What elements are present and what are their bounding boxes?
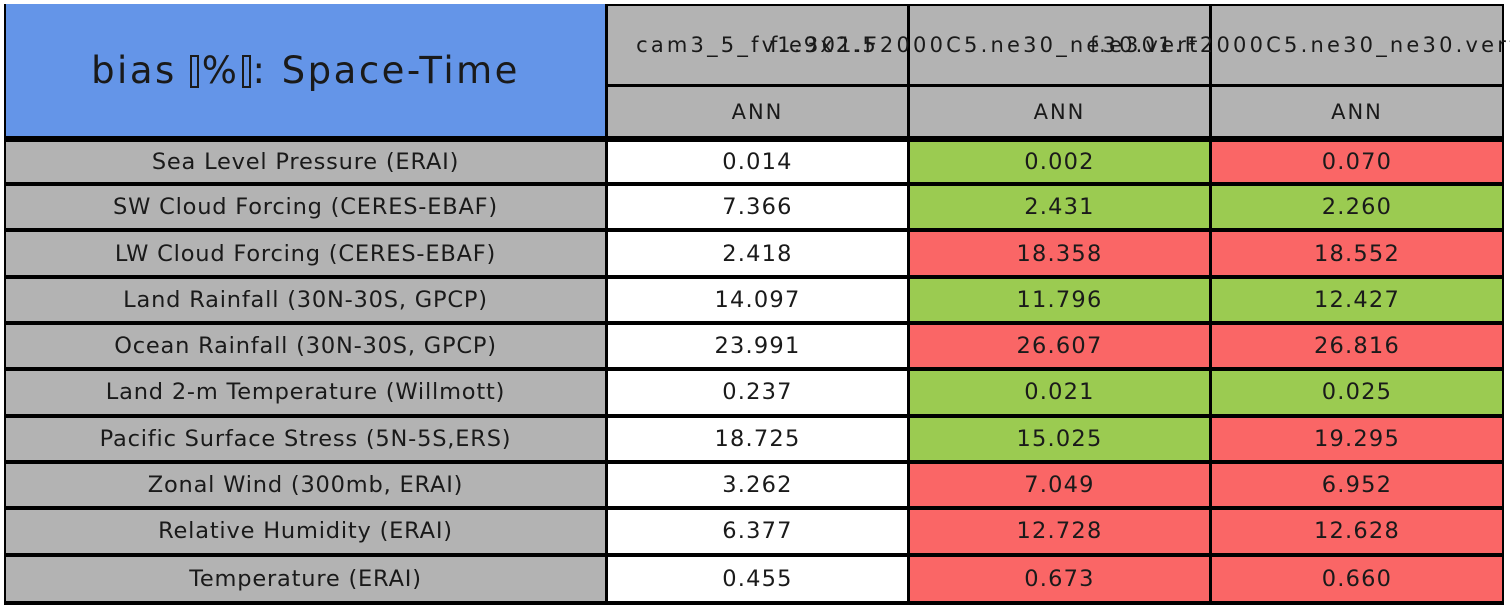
- row-label: Zonal Wind (300mb, ERAI): [4, 459, 605, 507]
- column-header-case-1: cam3_5_fv1.9x2.5: [605, 4, 907, 84]
- value-cell: 2.431: [907, 182, 1209, 229]
- row-label: Pacific Surface Stress (5N-5S,ERS): [4, 413, 605, 460]
- row-label: Temperature (ERAI): [4, 552, 605, 605]
- open-bracket-glyph: [189, 54, 199, 88]
- value-cell: 0.455: [605, 552, 907, 605]
- table-row: Zonal Wind (300mb, ERAI) 3.262 7.049 6.9…: [4, 459, 1504, 507]
- close-bracket-glyph: [242, 54, 252, 88]
- value-cell: 19.295: [1209, 413, 1504, 460]
- value-cell: 0.021: [907, 367, 1209, 414]
- value-cell: 26.607: [907, 321, 1209, 368]
- table-title-cell: bias% : Space-Time: [4, 4, 605, 142]
- bias-space-time-table: bias% : Space-Time cam3_5_fv1.9x2.5 f.e30…: [4, 4, 1510, 605]
- value-cell: 0.660: [1209, 552, 1504, 605]
- value-cell: 18.725: [605, 413, 907, 460]
- table-row: Ocean Rainfall (30N-30S, GPCP) 23.991 26…: [4, 321, 1504, 368]
- case-name-1: cam3_5_fv1.9x2.5: [636, 33, 879, 57]
- row-label: SW Cloud Forcing (CERES-EBAF): [4, 182, 605, 229]
- table-row: Pacific Surface Stress (5N-5S,ERS) 18.72…: [4, 413, 1504, 460]
- value-cell: 0.070: [1209, 142, 1504, 183]
- value-cell: 12.628: [1209, 506, 1504, 553]
- row-label: LW Cloud Forcing (CERES-EBAF): [4, 228, 605, 275]
- table-row: Relative Humidity (ERAI) 6.377 12.728 12…: [4, 506, 1504, 553]
- value-cell: 0.014: [605, 142, 907, 183]
- table-row: Land 2-m Temperature (Willmott) 0.237 0.…: [4, 367, 1504, 414]
- value-cell: 12.728: [907, 506, 1209, 553]
- value-cell: 15.025: [907, 413, 1209, 460]
- season-header-3: ANN: [1209, 84, 1504, 142]
- row-label: Land Rainfall (30N-30S, GPCP): [4, 274, 605, 322]
- case-name-2: f.e301.F2000C5.ne30_ne30.vert: [770, 33, 1201, 57]
- table-row: LW Cloud Forcing (CERES-EBAF) 2.418 18.3…: [4, 228, 1504, 275]
- table-title: bias% : Space-Time: [91, 49, 520, 92]
- value-cell: 3.262: [605, 459, 907, 507]
- value-cell: 0.002: [907, 142, 1209, 183]
- value-cell: 0.025: [1209, 367, 1504, 414]
- value-cell: 2.260: [1209, 182, 1504, 229]
- season-header-2: ANN: [907, 84, 1209, 142]
- value-cell: 12.427: [1209, 274, 1504, 322]
- row-label: Land 2-m Temperature (Willmott): [4, 367, 605, 414]
- column-header-case-3: f.e301.F2000C5.ne30_ne30.vert-: [1090, 4, 1510, 84]
- column-header-case-2: f.e301.F2000C5.ne30_ne30.vert: [770, 4, 1209, 84]
- value-cell: 23.991: [605, 321, 907, 368]
- row-label: Sea Level Pressure (ERAI): [4, 142, 605, 183]
- value-cell: 14.097: [605, 274, 907, 322]
- value-cell: 26.816: [1209, 321, 1504, 368]
- value-cell: 2.418: [605, 228, 907, 275]
- row-label: Ocean Rainfall (30N-30S, GPCP): [4, 321, 605, 368]
- season-header-1: ANN: [605, 84, 907, 142]
- title-suffix: : Space-Time: [252, 48, 520, 92]
- value-cell: 6.952: [1209, 459, 1504, 507]
- case-name-3: f.e301.F2000C5.ne30_ne30.vert-: [1090, 33, 1510, 57]
- value-cell: 0.673: [907, 552, 1209, 605]
- value-cell: 18.552: [1209, 228, 1504, 275]
- title-unit: %: [201, 48, 240, 92]
- value-cell: 6.377: [605, 506, 907, 553]
- value-cell: 7.049: [907, 459, 1209, 507]
- row-label: Relative Humidity (ERAI): [4, 506, 605, 553]
- title-prefix: bias: [91, 48, 177, 92]
- table-row: Sea Level Pressure (ERAI) 0.014 0.002 0.…: [4, 142, 1504, 183]
- value-cell: 18.358: [907, 228, 1209, 275]
- value-cell: 11.796: [907, 274, 1209, 322]
- table-row: Land Rainfall (30N-30S, GPCP) 14.097 11.…: [4, 274, 1504, 322]
- value-cell: 7.366: [605, 182, 907, 229]
- table-row: SW Cloud Forcing (CERES-EBAF) 7.366 2.43…: [4, 182, 1504, 229]
- table-row: Temperature (ERAI) 0.455 0.673 0.660: [4, 552, 1504, 605]
- value-cell: 0.237: [605, 367, 907, 414]
